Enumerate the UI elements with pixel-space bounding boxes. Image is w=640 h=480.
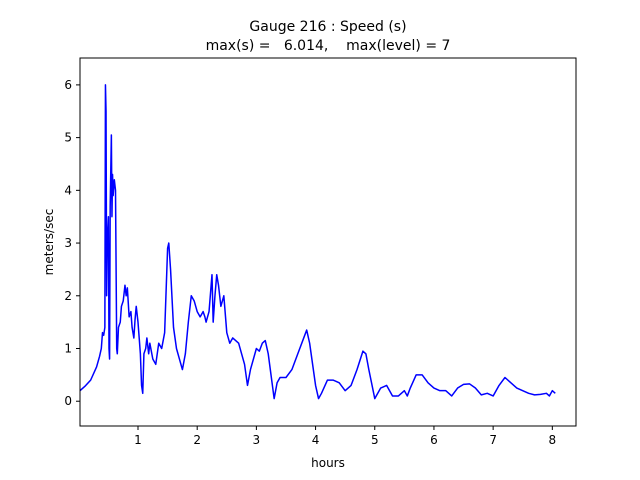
- y-axis-label: meters/sec: [42, 209, 56, 276]
- chart-title: Gauge 216 : Speed (s): [249, 19, 406, 35]
- y-tick-label: 0: [64, 394, 72, 408]
- y-tick-label: 3: [64, 236, 72, 250]
- y-tick-label: 5: [64, 131, 72, 145]
- y-tick-label: 6: [64, 78, 72, 92]
- x-tick-label: 1: [134, 433, 142, 447]
- x-tick-label: 8: [549, 433, 557, 447]
- x-tick-label: 2: [193, 433, 201, 447]
- data-line: [80, 84, 556, 400]
- y-tick-label: 2: [64, 289, 72, 303]
- y-tick-label: 4: [64, 183, 72, 197]
- x-tick-label: 5: [371, 433, 379, 447]
- chart-subtitle: max(s) = 6.014, max(level) = 7: [206, 38, 451, 54]
- plot-frame: [79, 57, 577, 427]
- x-tick-label: 6: [430, 433, 438, 447]
- x-tick-label: 3: [253, 433, 261, 447]
- x-tick-label: 4: [312, 433, 320, 447]
- x-tick-label: 7: [489, 433, 497, 447]
- x-axis-label: hours: [311, 456, 345, 470]
- y-tick-label: 1: [64, 341, 72, 355]
